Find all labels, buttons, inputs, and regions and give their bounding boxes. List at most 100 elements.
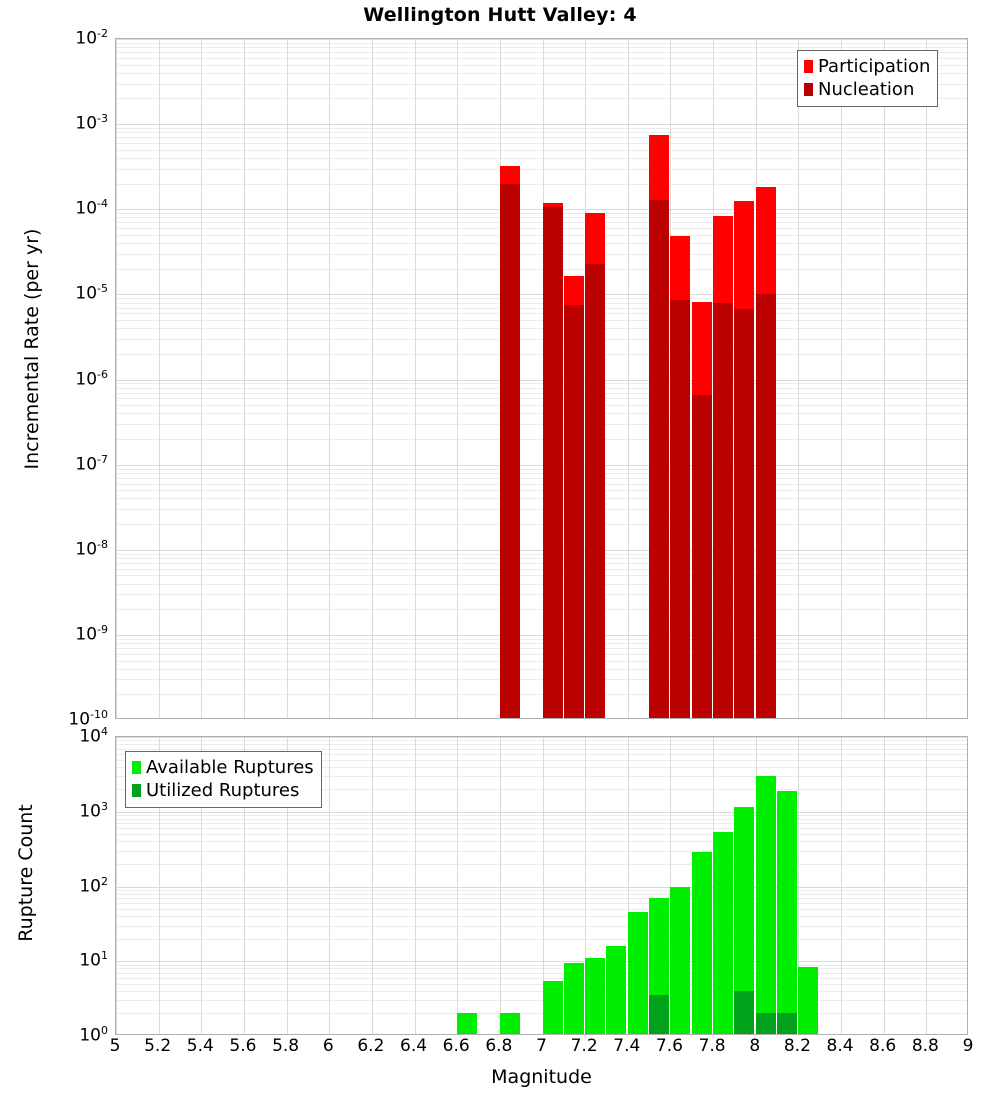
gridline-horizontal (116, 213, 967, 214)
x-axis-tick-label: 5.2 (144, 1036, 172, 1056)
gridline-horizontal (116, 298, 967, 299)
y-axis-tick-label: 103 (79, 799, 108, 822)
gridline-horizontal (116, 354, 967, 355)
gridline-vertical (841, 39, 842, 718)
gridline-vertical (372, 39, 373, 718)
bottom-gridlines (116, 737, 967, 1034)
gridline-horizontal (116, 413, 967, 414)
gridline-horizontal (116, 563, 967, 564)
gridline-vertical (585, 737, 586, 1034)
nucleation-bar (692, 395, 712, 718)
gridline-horizontal (116, 339, 967, 340)
gridline-vertical (415, 39, 416, 718)
available-ruptures-bar (798, 967, 818, 1034)
gridline-horizontal (116, 903, 967, 904)
gridline-horizontal (116, 209, 967, 210)
gridline-horizontal (116, 43, 967, 44)
gridline-horizontal (116, 313, 967, 314)
x-axis-tick-label: 6 (322, 1036, 334, 1056)
top-bars-layer (116, 39, 967, 718)
gridline-horizontal (116, 569, 967, 570)
gridline-horizontal (116, 150, 967, 151)
gridline-horizontal (116, 890, 967, 891)
y-axis-tick-label: 10-4 (75, 197, 108, 219)
gridline-vertical (201, 737, 202, 1034)
gridline-horizontal (116, 398, 967, 399)
bottom-y-axis-label: Rupture Count (15, 804, 37, 942)
available-ruptures-bar (585, 958, 605, 1034)
gridline-horizontal (116, 815, 967, 816)
available-ruptures-bar (500, 1013, 520, 1034)
available-ruptures-swatch-icon (132, 761, 141, 774)
gridline-horizontal (116, 554, 967, 555)
legend-label-participation: Participation (818, 55, 931, 77)
gridline-horizontal (116, 978, 967, 979)
gridline-horizontal (116, 47, 967, 48)
bottom-bars-layer (116, 737, 967, 1034)
gridline-horizontal (116, 484, 967, 485)
nucleation-bar (734, 309, 754, 718)
y-axis-tick-label: 10-8 (75, 537, 108, 560)
gridline-horizontal (116, 235, 967, 236)
gridline-horizontal (116, 524, 967, 525)
x-axis-label: Magnitude (491, 1066, 592, 1088)
gridline-horizontal (116, 851, 967, 852)
gridline-horizontal (116, 320, 967, 321)
gridline-horizontal (116, 973, 967, 974)
gridline-horizontal (116, 916, 967, 917)
gridline-horizontal (116, 841, 967, 842)
gridline-horizontal (116, 98, 967, 99)
gridline-vertical (884, 39, 885, 718)
legend-label-available-ruptures: Available Ruptures (146, 756, 314, 778)
gridline-horizontal (116, 393, 967, 394)
utilized-ruptures-bar (649, 995, 669, 1034)
gridline-horizontal (116, 254, 967, 255)
gridline-horizontal (116, 128, 967, 129)
top-y-axis-label: Incremental Rate (per yr) (21, 228, 43, 470)
gridline-vertical (628, 39, 629, 718)
gridline-vertical (244, 737, 245, 1034)
gridline-vertical (457, 737, 458, 1034)
x-axis-tick-label: 7 (536, 1036, 547, 1056)
gridline-horizontal (116, 158, 967, 159)
legend-item-utilized-ruptures: Utilized Ruptures (132, 779, 314, 802)
gridline-horizontal (116, 550, 967, 551)
x-axis-tick-label: 5 (109, 1036, 121, 1056)
gridline-horizontal (116, 635, 967, 636)
legend-item-available-ruptures: Available Ruptures (132, 756, 314, 779)
gridline-horizontal (116, 473, 967, 474)
available-ruptures-bar (692, 852, 712, 1034)
gridline-vertical (329, 737, 330, 1034)
gridline-horizontal (116, 184, 967, 185)
x-axis-tick-label: 6.4 (400, 1036, 428, 1056)
x-axis-tick-label: 5.6 (229, 1036, 257, 1056)
nucleation-bar (670, 300, 690, 718)
available-ruptures-bar (734, 807, 754, 1034)
available-ruptures-bar (777, 791, 797, 1034)
gridline-horizontal (116, 228, 967, 229)
gridline-horizontal (116, 909, 967, 910)
gridline-horizontal (116, 887, 967, 888)
gridline-horizontal (116, 405, 967, 406)
gridline-horizontal (116, 991, 967, 992)
gridline-horizontal (116, 1000, 967, 1001)
y-axis-tick-label: 10-5 (75, 282, 108, 305)
gridline-horizontal (116, 124, 967, 125)
nucleation-bar (649, 200, 669, 718)
gridline-horizontal (116, 222, 967, 223)
gridline-horizontal (116, 217, 967, 218)
gridline-horizontal (116, 812, 967, 813)
gridline-horizontal (116, 767, 967, 768)
gridline-horizontal (116, 498, 967, 499)
gridline-vertical (670, 737, 671, 1034)
gridline-horizontal (116, 961, 967, 962)
top-gridlines (116, 39, 967, 718)
gridline-vertical (926, 39, 927, 718)
gridline-horizontal (116, 243, 967, 244)
x-axis-tick-label: 7.8 (698, 1036, 726, 1056)
nucleation-bar (585, 264, 605, 718)
gridline-horizontal (116, 575, 967, 576)
x-axis-tick-label: 6.6 (442, 1036, 470, 1056)
gridline-vertical (116, 39, 117, 718)
gridline-horizontal (116, 744, 967, 745)
